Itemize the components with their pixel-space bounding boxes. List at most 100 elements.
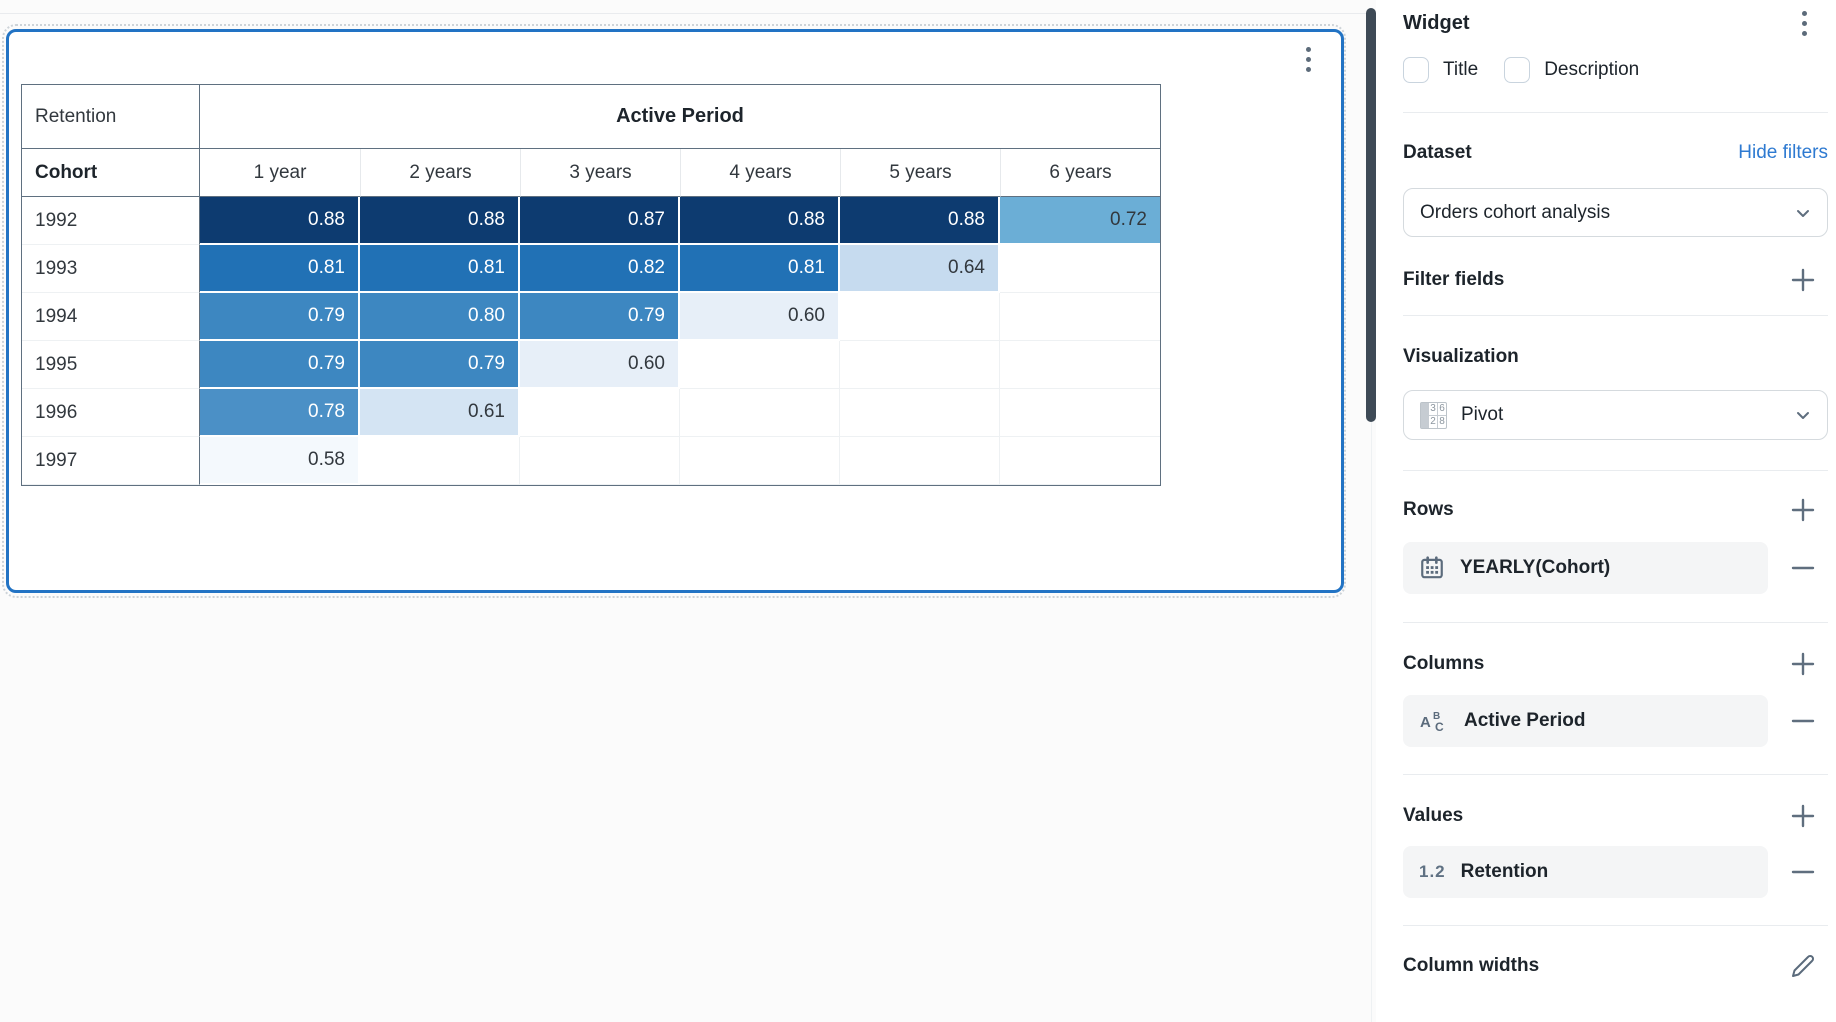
pivot-column-header: 5 years [840, 149, 1000, 197]
add-value-field-button[interactable] [1790, 803, 1816, 829]
pivot-value-cell: 0.79 [200, 341, 360, 389]
visualization-select[interactable]: 3 6 2 8 Pivot [1403, 390, 1828, 440]
remove-row-field-button[interactable] [1790, 555, 1816, 581]
description-checkbox[interactable] [1504, 57, 1531, 83]
description-checkbox-label[interactable]: Description [1544, 59, 1640, 80]
add-column-field-button[interactable] [1790, 651, 1816, 677]
pivot-value-cell [840, 389, 1000, 437]
svg-text:C: C [1435, 720, 1444, 734]
pivot-value-cell [520, 437, 680, 485]
pivot-value-cell [680, 437, 840, 485]
remove-value-field-button[interactable] [1790, 859, 1816, 885]
minus-icon [1791, 566, 1815, 570]
columns-heading: Columns [1403, 653, 1485, 674]
pivot-row-label: 1993 [22, 245, 200, 293]
title-checkbox[interactable] [1403, 57, 1429, 83]
pivot-value-cell: 0.72 [1000, 197, 1160, 245]
svg-text:B: B [1433, 711, 1440, 722]
pivot-header-row: Cohort 1 year 2 years 3 years 4 years 5 years… [22, 149, 1160, 197]
svg-text:A: A [1420, 714, 1431, 731]
filter-fields-heading: Filter fields [1403, 269, 1505, 290]
pivot-column-header: 4 years [680, 149, 840, 197]
divider [1403, 622, 1828, 623]
pivot-column-header: 1 year [200, 149, 360, 197]
chevron-down-icon [1797, 209, 1809, 217]
add-filter-field-button[interactable] [1790, 267, 1816, 293]
table-row: 1995 0.79 0.79 0.60 [22, 341, 1160, 389]
pivot-value-cell: 0.87 [520, 197, 680, 245]
pivot-row-dimension-label: Cohort [22, 149, 200, 197]
chevron-down-icon [1797, 412, 1809, 419]
divider [1403, 112, 1828, 113]
pivot-row-label: 1994 [22, 293, 200, 341]
pivot-value-cell [1000, 245, 1160, 293]
remove-column-field-button[interactable] [1790, 708, 1816, 734]
panel-scrollbar-track [1371, 422, 1372, 1022]
rows-field-label: YEARLY(Cohort) [1460, 557, 1611, 578]
pivot-value-cell: 0.81 [360, 245, 520, 293]
panel-title: Widget [1403, 11, 1470, 34]
table-row: 1993 0.81 0.81 0.82 0.81 0.64 [22, 245, 1160, 293]
pivot-value-cell [1000, 341, 1160, 389]
widget-selection-outline [2, 24, 1346, 598]
pivot-row-label: 1997 [22, 437, 200, 485]
columns-field-label: Active Period [1464, 710, 1586, 731]
pivot-value-cell [1000, 389, 1160, 437]
pivot-value-cell: 0.79 [200, 293, 360, 341]
values-field-chip[interactable]: 1.2 Retention [1403, 846, 1768, 898]
pivot-column-header: 2 years [360, 149, 520, 197]
rows-heading: Rows [1403, 499, 1454, 520]
values-field-row: 1.2 Retention [1403, 846, 1828, 898]
pivot-value-cell: 0.64 [840, 245, 1000, 293]
pivot-value-cell: 0.81 [680, 245, 840, 293]
pivot-value-cell: 0.88 [200, 197, 360, 245]
add-row-field-button[interactable] [1790, 497, 1816, 523]
columns-header-row: Columns [1403, 651, 1828, 677]
table-row: 1996 0.78 0.61 [22, 389, 1160, 437]
rows-field-chip[interactable]: YEARLY(Cohort) [1403, 542, 1768, 594]
visualization-heading: Visualization [1403, 346, 1519, 367]
pivot-value-cell [840, 293, 1000, 341]
widget-menu-kebab-icon[interactable] [1306, 47, 1311, 72]
dataset-select-value: Orders cohort analysis [1420, 201, 1611, 223]
dataset-header-row: Dataset Hide filters [1403, 140, 1828, 166]
pivot-value-cell: 0.78 [200, 389, 360, 437]
pivot-viz-icon: 3 6 2 8 [1420, 401, 1447, 429]
rows-field-row: YEARLY(Cohort) [1403, 542, 1828, 594]
dashboard-canvas: Retention Active Period Cohort 1 year 2 year… [0, 13, 1376, 598]
title-checkbox-label[interactable]: Title [1443, 59, 1479, 80]
columns-field-chip[interactable]: A B C Active Period [1403, 695, 1768, 747]
pivot-value-cell: 0.60 [680, 293, 840, 341]
values-header-row: Values [1403, 803, 1828, 829]
numeric-field-icon: 1.2 [1419, 862, 1446, 881]
pivot-value-cell: 0.88 [840, 197, 1000, 245]
pivot-value-cell: 0.58 [200, 437, 360, 485]
pivot-value-cell [360, 437, 520, 485]
dataset-select[interactable]: Orders cohort analysis [1403, 188, 1828, 237]
columns-field-row: A B C Active Period [1403, 695, 1828, 747]
column-widths-row: Column widths [1403, 953, 1828, 979]
divider [1403, 470, 1828, 471]
pivot-value-cell: 0.79 [520, 293, 680, 341]
pivot-value-cell [1000, 437, 1160, 485]
table-row: 1992 0.88 0.88 0.87 0.88 0.88 0.72 [22, 197, 1160, 245]
pivot-value-cell [840, 341, 1000, 389]
table-row: 1997 0.58 [22, 437, 1160, 485]
pivot-value-cell: 0.60 [520, 341, 680, 389]
panel-menu-kebab-icon[interactable] [1802, 10, 1807, 36]
pivot-header-group-row: Retention Active Period [22, 85, 1160, 149]
pivot-row-label: 1995 [22, 341, 200, 389]
pivot-value-cell [680, 389, 840, 437]
hide-filters-link[interactable]: Hide filters [1738, 142, 1828, 163]
minus-icon [1791, 870, 1815, 874]
canvas-top-divider [0, 13, 1376, 14]
rows-header-row: Rows [1403, 497, 1828, 523]
plus-icon [1791, 498, 1815, 522]
edit-column-widths-button[interactable] [1790, 953, 1816, 979]
pivot-value-cell: 0.82 [520, 245, 680, 293]
pivot-value-cell: 0.88 [360, 197, 520, 245]
panel-scrollbar-thumb[interactable] [1366, 8, 1376, 422]
pivot-value-cell: 0.81 [200, 245, 360, 293]
filter-fields-row: Filter fields [1403, 267, 1828, 293]
pivot-value-cell [520, 389, 680, 437]
